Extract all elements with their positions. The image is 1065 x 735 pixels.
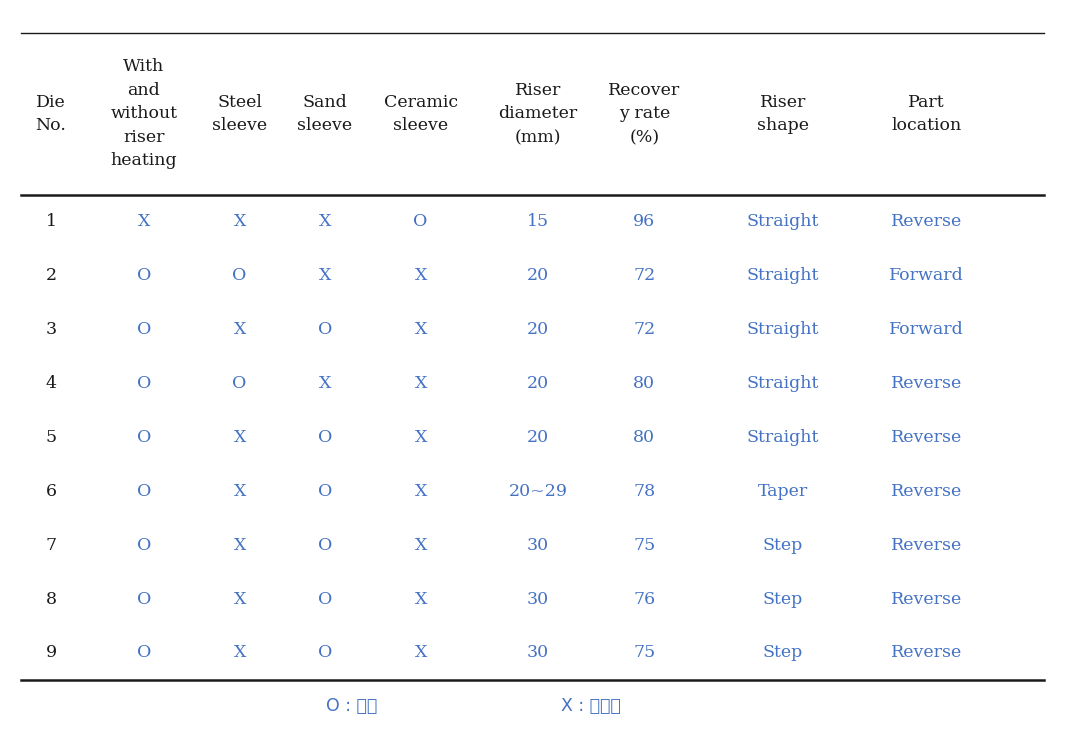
Text: Recover
y rate
(%): Recover y rate (%) [608,82,681,146]
Text: Step: Step [763,645,803,662]
Text: Sand
sleeve: Sand sleeve [297,93,353,135]
Text: X: X [414,321,427,338]
Text: Reverse: Reverse [891,590,962,608]
Text: X: X [318,213,331,230]
Text: X: X [318,267,331,284]
Text: O: O [136,483,151,500]
Text: 9: 9 [46,645,56,662]
Text: Forward: Forward [889,267,964,284]
Text: X: X [414,267,427,284]
Text: 2: 2 [46,267,56,284]
Text: X: X [233,213,246,230]
Text: 75: 75 [634,645,655,662]
Text: Straight: Straight [747,267,819,284]
Text: O: O [317,483,332,500]
Text: O: O [232,267,247,284]
Text: Step: Step [763,537,803,553]
Text: 20~29: 20~29 [508,483,568,500]
Text: 3: 3 [46,321,56,338]
Text: 78: 78 [634,483,655,500]
Text: O: O [136,537,151,553]
Text: Reverse: Reverse [891,537,962,553]
Text: 75: 75 [634,537,655,553]
Text: 72: 72 [634,267,655,284]
Text: X: X [414,590,427,608]
Text: 20: 20 [527,267,548,284]
Text: O: O [317,645,332,662]
Text: X: X [233,590,246,608]
Text: X: X [233,645,246,662]
Text: 96: 96 [634,213,655,230]
Text: 72: 72 [634,321,655,338]
Text: Die
No.: Die No. [36,93,66,135]
Text: X: X [233,321,246,338]
Text: X: X [233,429,246,446]
Text: X: X [414,645,427,662]
Text: Reverse: Reverse [891,429,962,446]
Text: 20: 20 [527,375,548,392]
Text: X: X [233,537,246,553]
Text: O: O [136,429,151,446]
Text: With
and
without
riser
heating: With and without riser heating [111,58,177,170]
Text: 80: 80 [634,429,655,446]
Text: O: O [317,537,332,553]
Text: X: X [318,375,331,392]
Text: Straight: Straight [747,213,819,230]
Text: O: O [136,321,151,338]
Text: O: O [317,429,332,446]
Text: 30: 30 [527,590,548,608]
Text: X: X [414,483,427,500]
Text: 1: 1 [46,213,56,230]
Text: Reverse: Reverse [891,375,962,392]
Text: Taper: Taper [757,483,808,500]
Text: Steel
sleeve: Steel sleeve [212,93,267,135]
Text: O: O [317,590,332,608]
Text: Reverse: Reverse [891,483,962,500]
Text: O: O [413,213,428,230]
Text: 20: 20 [527,321,548,338]
Text: X: X [414,375,427,392]
Text: O : 사용: O : 사용 [326,697,377,714]
Text: Reverse: Reverse [891,213,962,230]
Text: 76: 76 [634,590,655,608]
Text: Ceramic
sleeve: Ceramic sleeve [383,93,458,135]
Text: 4: 4 [46,375,56,392]
Text: 80: 80 [634,375,655,392]
Text: Part
location: Part location [891,93,962,135]
Text: X: X [414,429,427,446]
Text: X : 미사용: X : 미사용 [561,697,621,714]
Text: 8: 8 [46,590,56,608]
Text: O: O [317,321,332,338]
Text: O: O [232,375,247,392]
Text: Straight: Straight [747,375,819,392]
Text: X: X [233,483,246,500]
Text: 5: 5 [46,429,56,446]
Text: Forward: Forward [889,321,964,338]
Text: Reverse: Reverse [891,645,962,662]
Text: X: X [137,213,150,230]
Text: X: X [414,537,427,553]
Text: Step: Step [763,590,803,608]
Text: O: O [136,267,151,284]
Text: 15: 15 [527,213,548,230]
Text: O: O [136,645,151,662]
Text: 20: 20 [527,429,548,446]
Text: Riser
shape: Riser shape [757,93,808,135]
Text: 30: 30 [527,645,548,662]
Text: 7: 7 [46,537,56,553]
Text: O: O [136,590,151,608]
Text: Straight: Straight [747,429,819,446]
Text: Straight: Straight [747,321,819,338]
Text: 6: 6 [46,483,56,500]
Text: Riser
diameter
(mm): Riser diameter (mm) [498,82,577,146]
Text: O: O [136,375,151,392]
Text: 30: 30 [527,537,548,553]
